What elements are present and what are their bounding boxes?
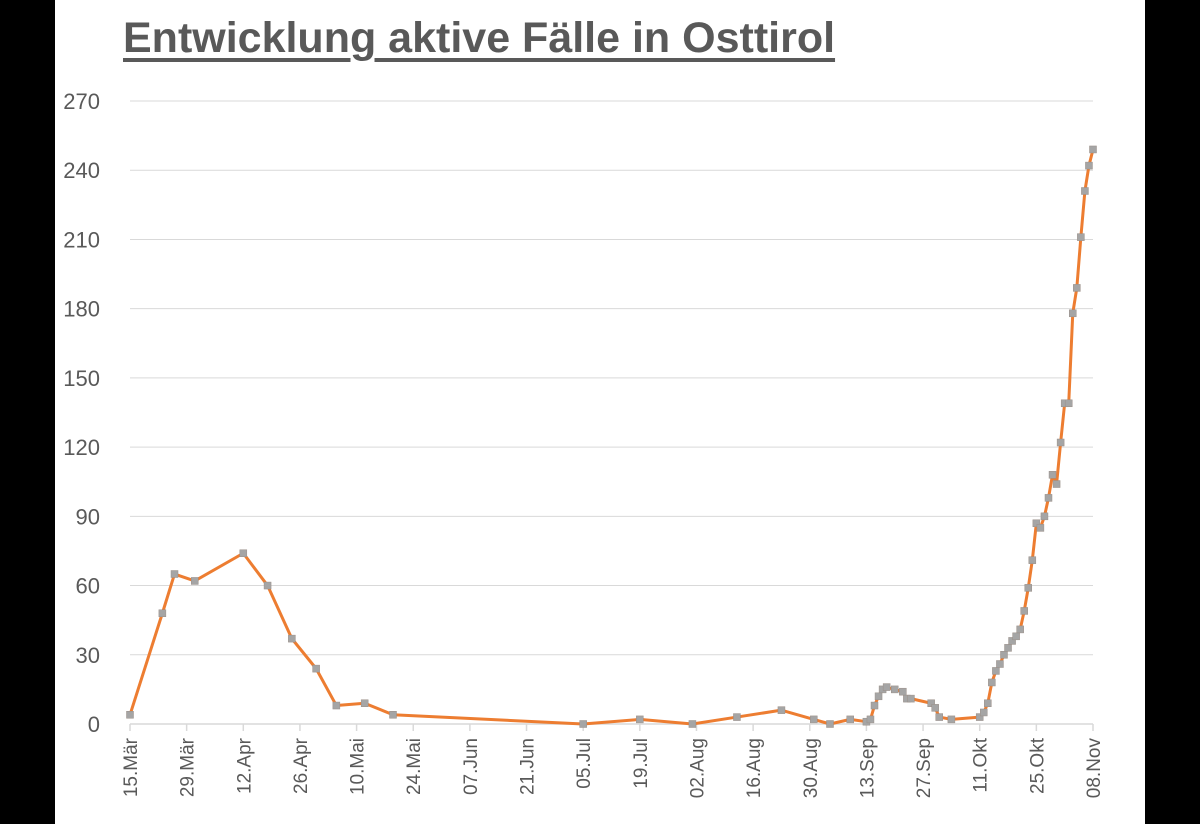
data-point (263, 581, 272, 590)
chart-title: Entwicklung aktive Fälle in Osttirol (123, 14, 836, 62)
data-point (158, 609, 167, 617)
x-tick-label: 27.Sep (914, 738, 935, 798)
data-point (874, 692, 883, 701)
x-tick-label: 29.Mär (178, 737, 199, 797)
chart-paper (55, 0, 1145, 824)
x-tick-label: 11.Okt (971, 737, 992, 792)
data-point (984, 699, 992, 707)
data-point (579, 720, 587, 728)
data-point (239, 549, 248, 558)
data-point (777, 706, 786, 714)
x-tick-label: 16.Aug (744, 738, 765, 798)
data-point (882, 683, 891, 691)
data-point (1073, 284, 1081, 292)
data-point (947, 715, 956, 724)
data-point (1024, 584, 1033, 592)
x-tick-label: 07.Jun (461, 738, 482, 795)
data-point (1032, 519, 1041, 528)
y-tick-label: 0 (88, 712, 100, 737)
data-point (1048, 471, 1057, 479)
data-point (1052, 480, 1061, 488)
y-tick-label: 120 (63, 435, 100, 460)
data-point (826, 720, 834, 728)
data-point (332, 701, 341, 710)
x-tick-label: 10.Mai (348, 738, 369, 795)
data-point (927, 699, 935, 707)
data-point (1016, 625, 1024, 634)
x-tick-label: 26.Apr (291, 737, 312, 794)
data-point (1069, 309, 1077, 318)
y-tick-label: 60 (76, 574, 100, 599)
data-point (636, 715, 644, 724)
data-point (1000, 651, 1008, 659)
y-tick-label: 150 (63, 366, 100, 391)
data-point (810, 715, 818, 724)
data-point (907, 694, 915, 703)
x-tick-label: 05.Jul (574, 738, 595, 789)
data-point (1056, 438, 1065, 447)
data-point (846, 715, 854, 724)
data-point (1008, 637, 1016, 645)
y-tick-label: 30 (76, 643, 100, 668)
data-point (288, 634, 296, 643)
data-point (1081, 187, 1089, 195)
x-tick-label: 12.Apr (234, 737, 255, 794)
y-tick-label: 270 (63, 89, 100, 114)
data-point (1036, 524, 1045, 532)
data-point (1004, 644, 1012, 652)
x-tick-label: 24.Mai (404, 738, 425, 795)
data-point (360, 699, 369, 707)
x-tick-label: 21.Jun (518, 738, 539, 795)
data-point (733, 713, 741, 721)
x-tick-label: 30.Aug (801, 738, 822, 798)
data-point (190, 577, 199, 585)
data-point (1064, 399, 1073, 408)
data-point (1085, 161, 1093, 170)
y-tick-label: 180 (63, 297, 100, 322)
x-tick-label: 15.Mär (121, 737, 142, 797)
y-tick-label: 90 (76, 504, 100, 529)
data-point (1077, 233, 1085, 241)
x-tick-label: 25.Okt (1027, 737, 1048, 794)
data-point (1040, 512, 1049, 521)
data-point (389, 711, 397, 719)
data-point (935, 713, 943, 721)
data-point (688, 720, 697, 728)
y-tick-label: 210 (63, 227, 100, 252)
x-tick-label: 08.Nov (1084, 738, 1105, 799)
x-tick-label: 02.Aug (687, 738, 708, 798)
data-point (1028, 556, 1037, 564)
data-point (980, 708, 988, 717)
data-point (975, 713, 984, 721)
data-point (312, 664, 320, 673)
data-point (170, 570, 179, 578)
data-point (890, 685, 899, 694)
data-point (1020, 607, 1028, 615)
data-point (992, 667, 1000, 675)
x-tick-label: 19.Jul (631, 738, 652, 789)
data-point (996, 660, 1004, 668)
data-point (870, 701, 879, 710)
data-point (126, 711, 134, 719)
data-point (931, 704, 939, 712)
series-line (128, 149, 1095, 726)
data-point (899, 687, 907, 696)
data-point (866, 715, 875, 724)
data-point (1044, 494, 1053, 502)
y-tick-label: 240 (63, 158, 100, 183)
data-point (988, 678, 996, 687)
x-tick-label: 13.Sep (857, 738, 878, 798)
data-point (1089, 145, 1097, 154)
data-point (1012, 632, 1020, 641)
